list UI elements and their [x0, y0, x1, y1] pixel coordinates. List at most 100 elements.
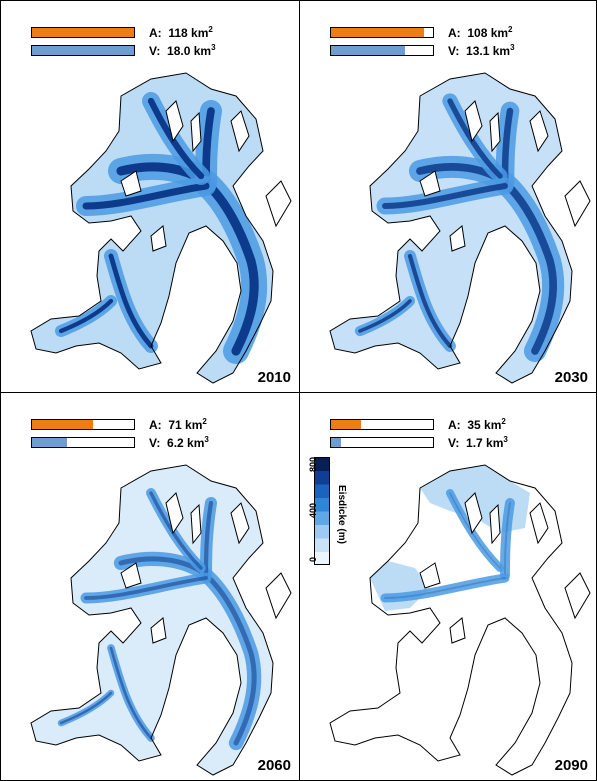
colorbar — [314, 457, 330, 566]
volume-bar-fill — [32, 437, 68, 447]
nunatak — [190, 503, 202, 545]
legend-tick-400: 400 — [308, 503, 318, 519]
nunatak — [419, 562, 441, 589]
ice-core-north — [203, 500, 214, 578]
glacier-map — [30, 72, 292, 384]
nunatak — [449, 617, 466, 644]
ice-flow-nw — [445, 488, 505, 573]
glacier-outline — [329, 464, 573, 776]
panel-2010: A: 118 km2 V: 18.0 km3 2010 — [0, 0, 300, 393]
colorbar-step — [314, 524, 330, 539]
nunatak — [230, 502, 250, 545]
glacier-outline — [329, 72, 573, 384]
nunatak — [120, 170, 142, 197]
nunatak — [464, 492, 483, 535]
ice-core-west — [384, 577, 506, 599]
stats-bars: A: 108 km2 V: 13.1 km3 — [330, 23, 515, 59]
area-stat: A: 35 km2 — [448, 416, 506, 432]
volume-stat: V: 13.1 km3 — [448, 42, 515, 58]
colorbar-step — [314, 538, 330, 552]
nunatak — [150, 617, 167, 644]
ice-core-nw — [447, 98, 503, 179]
area-stat: A: 108 km2 — [448, 24, 513, 40]
volume-bar-fill — [331, 437, 341, 447]
ice-core-nw — [149, 491, 203, 570]
glacier-map — [329, 464, 591, 776]
nunatak — [529, 502, 549, 545]
glacier-map — [30, 464, 292, 776]
glacier-body — [329, 464, 591, 776]
ice-flow-west — [380, 573, 510, 603]
year-label: 2010 — [257, 369, 291, 386]
volume-bar — [31, 436, 135, 448]
ice-core-tongue — [59, 691, 113, 725]
ice-core-west — [82, 182, 210, 210]
volume-bar — [31, 44, 135, 56]
panel-2030: A: 108 km2 V: 13.1 km3 2030 — [299, 0, 597, 393]
ice-core-tongue — [358, 299, 412, 333]
nunatak — [489, 111, 501, 153]
legend-tick-800: 800 — [308, 457, 318, 473]
ice-cover — [370, 561, 430, 611]
nunatak — [529, 110, 549, 153]
ice-core-north — [504, 502, 511, 576]
glacier-outline — [30, 464, 274, 776]
ice-core-nw — [449, 492, 501, 569]
volume-bar — [330, 44, 434, 56]
area-bar — [31, 26, 135, 38]
nunatak — [419, 170, 441, 197]
nunatak — [150, 225, 167, 252]
volume-stat: V: 1.7 km3 — [448, 434, 508, 450]
ice-core-sw — [407, 253, 453, 349]
nunatak — [564, 572, 591, 620]
nunatak — [120, 562, 142, 589]
ice-core-trunk — [416, 163, 557, 355]
colorbar-border — [314, 457, 330, 565]
nunatak — [165, 492, 184, 535]
panel-2060: A: 71 km2 V: 6.2 km3 2060 — [0, 392, 300, 781]
ice-core-trunk — [118, 556, 257, 746]
year-label: 2030 — [554, 369, 588, 386]
nunatak — [190, 111, 202, 153]
ice-core-west — [84, 576, 208, 600]
glacier-body — [30, 72, 292, 384]
stats-bars: A: 118 km2 V: 18.0 km3 — [31, 23, 216, 59]
ice-core-sw — [108, 253, 154, 349]
nunatak — [564, 180, 591, 228]
nunatak — [165, 100, 184, 143]
legend-tick-0: 0 — [308, 557, 318, 563]
volume-bar-fill — [331, 45, 406, 55]
area-bar — [330, 418, 434, 430]
colorbar-step — [314, 457, 330, 471]
ice-flow-north — [500, 498, 515, 580]
panel-2090: A: 35 km2 V: 1.7 km3 800 400 0 Eisdicke … — [299, 392, 597, 781]
glacier-outline — [30, 72, 274, 384]
ice-core-tongue — [58, 298, 114, 334]
ice-core-nw — [147, 97, 205, 180]
area-bar — [330, 26, 434, 38]
ice-core-sw — [109, 646, 153, 740]
ice-core-west — [382, 183, 508, 209]
area-bar — [31, 418, 135, 430]
colorbar-step — [314, 484, 330, 498]
ice-core-trunk — [116, 162, 259, 356]
glacier-map — [329, 72, 591, 384]
nunatak — [449, 225, 466, 252]
nunatak — [265, 180, 292, 228]
glacier-body — [329, 72, 591, 384]
colorbar-step — [314, 497, 330, 512]
area-bar-fill — [32, 419, 94, 429]
year-label: 2060 — [257, 757, 291, 774]
year-label: 2090 — [554, 757, 588, 774]
volume-bar-fill — [32, 45, 134, 55]
volume-stat: V: 18.0 km3 — [149, 42, 216, 58]
glacier-body — [30, 464, 292, 776]
area-bar-fill — [331, 419, 362, 429]
thickness-legend: 800 400 0 Eisdicke (m) — [308, 457, 347, 570]
stats-bars: A: 35 km2 V: 1.7 km3 — [330, 415, 508, 451]
colorbar-step — [314, 470, 330, 485]
area-bar-fill — [331, 27, 425, 37]
legend-title: Eisdicke (m) — [336, 485, 347, 544]
nunatak — [489, 503, 501, 545]
